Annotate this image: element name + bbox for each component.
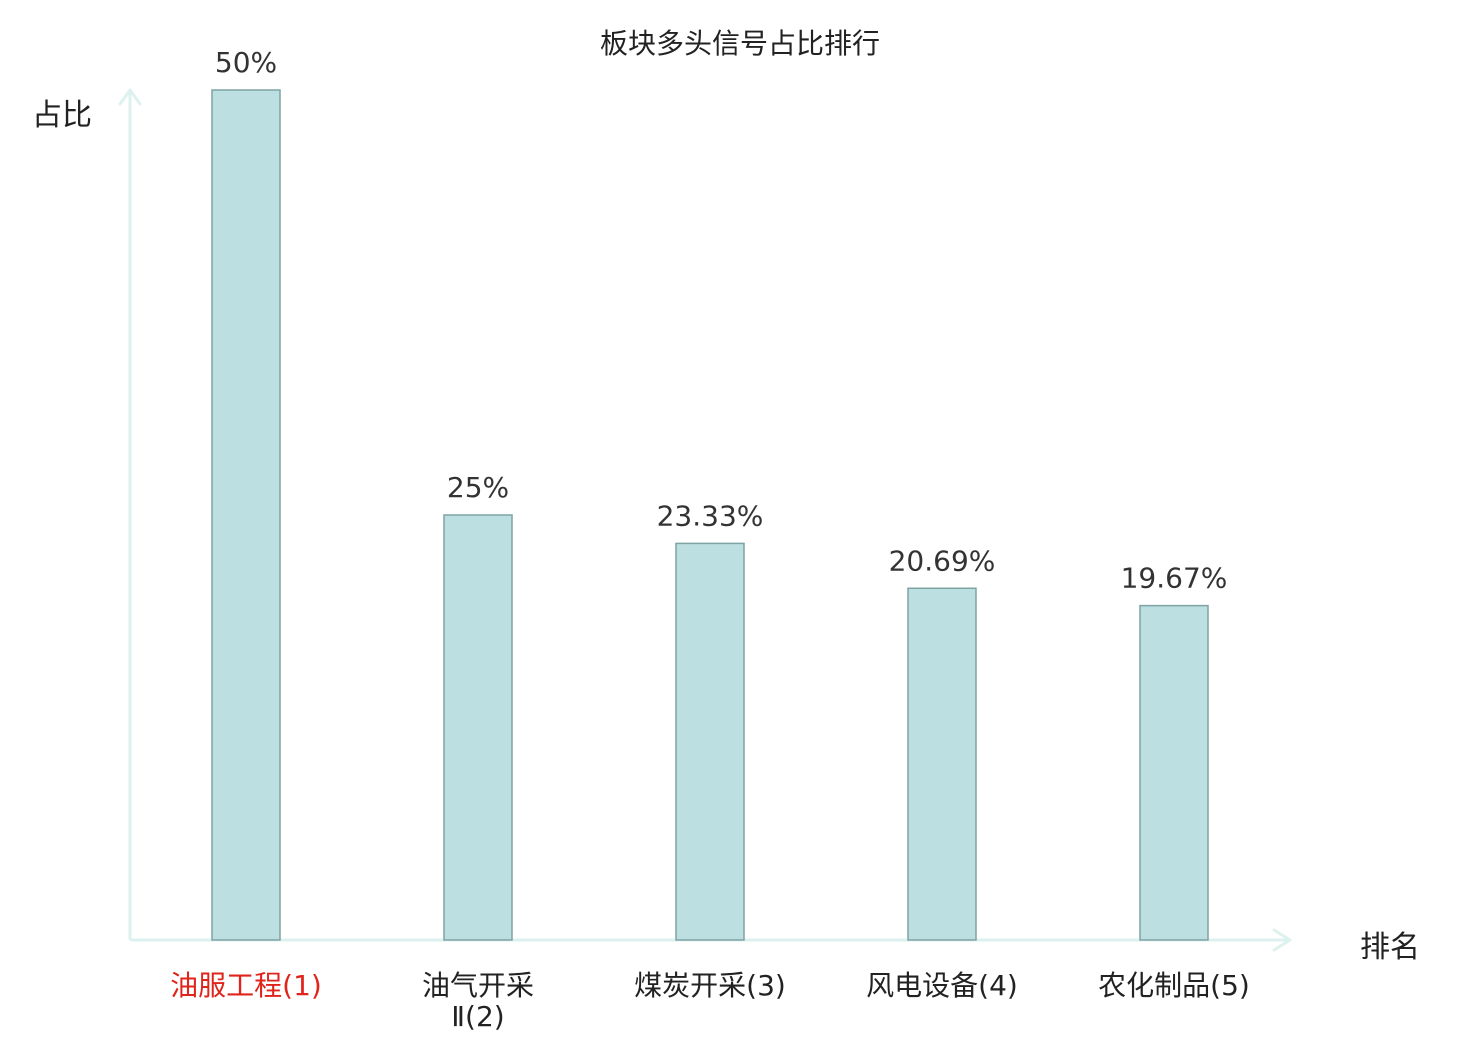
data-label-5: 19.67% <box>1121 562 1228 595</box>
y-axis-label: 占比 <box>32 98 92 133</box>
x-tick-label-3: 煤炭开采(3) <box>634 969 786 1002</box>
x-tick-label-4: 风电设备(4) <box>866 969 1018 1002</box>
x-tick-label-2: 油气开采 <box>422 969 534 1002</box>
x-tick-label-5: 农化制品(5) <box>1098 969 1250 1002</box>
x-tick-label-2-line2: Ⅱ(2) <box>451 1000 504 1033</box>
x-tick-label-1: 油服工程(1) <box>170 969 322 1002</box>
y-axis-arrow-icon <box>118 88 142 106</box>
bar-2 <box>443 514 513 941</box>
bar-1 <box>211 89 281 941</box>
bar-4 <box>907 587 977 941</box>
data-label-3: 23.33% <box>657 499 764 532</box>
chart-title: 板块多头信号占比排行 <box>599 27 880 60</box>
data-label-1: 50% <box>215 46 277 79</box>
bar-5 <box>1139 604 1209 941</box>
data-label-4: 20.69% <box>889 544 996 577</box>
x-axis-label: 排名 <box>1360 930 1420 965</box>
x-axis-arrow-icon <box>1272 928 1292 952</box>
data-label-2: 25% <box>447 471 509 504</box>
bar-3 <box>675 542 745 941</box>
